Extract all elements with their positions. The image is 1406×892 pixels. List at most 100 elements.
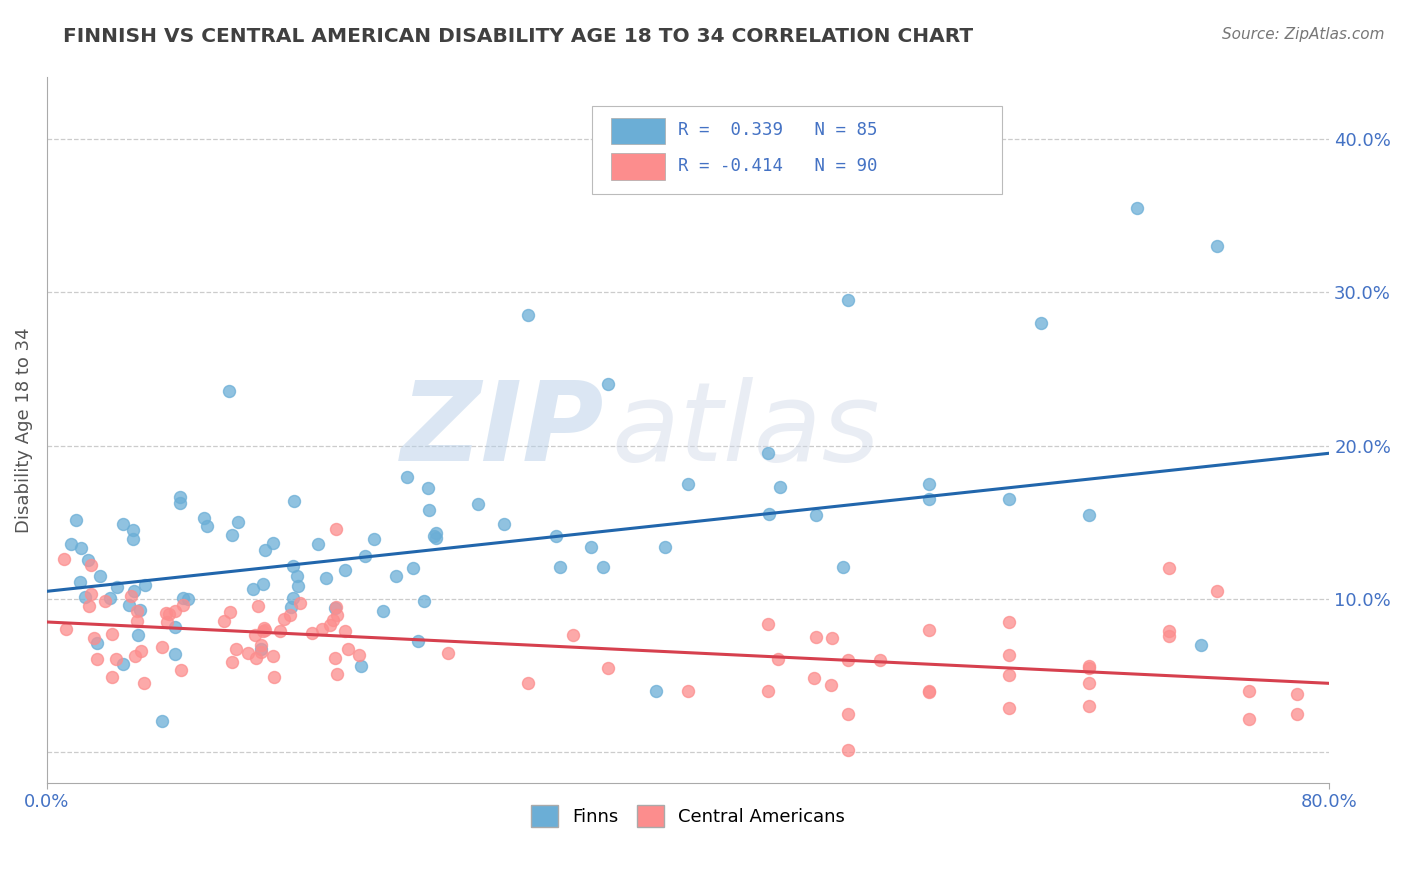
Point: [263, 670, 285, 684]
Point: [117, 599, 139, 613]
Point: [89, 569, 111, 583]
Point: [516, 676, 538, 690]
Point: [350, 659, 373, 673]
Point: [756, 446, 779, 460]
Point: [245, 651, 267, 665]
Point: [1077, 661, 1099, 675]
Point: [269, 624, 291, 639]
Point: [247, 599, 270, 613]
Point: [766, 651, 789, 665]
Point: [122, 533, 145, 547]
Point: [769, 480, 792, 494]
Point: [94, 594, 117, 608]
Point: [195, 519, 218, 533]
Point: [127, 614, 149, 628]
Point: [516, 308, 538, 322]
Point: [837, 293, 859, 307]
Point: [676, 684, 699, 698]
Point: [406, 634, 429, 648]
Point: [837, 653, 859, 667]
Text: R = -0.414   N = 90: R = -0.414 N = 90: [678, 157, 877, 175]
Point: [273, 612, 295, 626]
Point: [354, 549, 377, 563]
Point: [169, 490, 191, 504]
Point: [917, 623, 939, 637]
Point: [228, 515, 250, 529]
Point: [165, 647, 187, 661]
Point: [315, 571, 337, 585]
Point: [323, 601, 346, 615]
Point: [363, 532, 385, 546]
Point: [349, 648, 371, 663]
Point: [122, 583, 145, 598]
Point: [111, 657, 134, 671]
Point: [869, 653, 891, 667]
Point: [326, 667, 349, 681]
Point: [319, 618, 342, 632]
Point: [837, 706, 859, 721]
Point: [55, 623, 77, 637]
Point: [1237, 712, 1260, 726]
Point: [337, 641, 360, 656]
Point: [1189, 638, 1212, 652]
Point: [1077, 508, 1099, 522]
Point: [837, 743, 859, 757]
Point: [756, 684, 779, 698]
Point: [592, 559, 614, 574]
Point: [997, 668, 1019, 682]
Point: [820, 678, 842, 692]
Point: [225, 642, 247, 657]
Text: atlas: atlas: [612, 376, 880, 483]
Point: [333, 563, 356, 577]
Point: [333, 624, 356, 639]
Point: [425, 526, 447, 541]
Point: [212, 614, 235, 628]
Point: [676, 477, 699, 491]
Point: [917, 684, 939, 698]
Point: [69, 541, 91, 555]
Point: [155, 607, 177, 621]
Text: ZIP: ZIP: [401, 376, 605, 483]
Point: [418, 502, 440, 516]
Point: [86, 652, 108, 666]
Point: [250, 638, 273, 652]
Point: [803, 671, 825, 685]
Point: [253, 623, 276, 637]
Point: [69, 575, 91, 590]
Point: [322, 613, 344, 627]
Point: [1206, 584, 1229, 599]
Point: [373, 604, 395, 618]
Point: [1237, 684, 1260, 698]
Point: [59, 537, 82, 551]
Point: [262, 535, 284, 549]
Point: [252, 624, 274, 638]
Point: [122, 523, 145, 537]
Point: [236, 646, 259, 660]
Point: [548, 560, 571, 574]
Point: [1029, 316, 1052, 330]
Point: [280, 600, 302, 615]
Point: [283, 591, 305, 606]
Text: Source: ZipAtlas.com: Source: ZipAtlas.com: [1222, 27, 1385, 42]
Point: [1077, 659, 1099, 673]
Legend: Finns, Central Americans: Finns, Central Americans: [524, 797, 852, 834]
Point: [111, 517, 134, 532]
Point: [287, 579, 309, 593]
Text: FINNISH VS CENTRAL AMERICAN DISABILITY AGE 18 TO 34 CORRELATION CHART: FINNISH VS CENTRAL AMERICAN DISABILITY A…: [63, 27, 973, 45]
Point: [1077, 676, 1099, 690]
Point: [221, 656, 243, 670]
Point: [120, 589, 142, 603]
Point: [125, 604, 148, 618]
Point: [152, 714, 174, 729]
Point: [423, 529, 446, 543]
Point: [253, 542, 276, 557]
Point: [402, 560, 425, 574]
Point: [281, 558, 304, 573]
Point: [596, 377, 619, 392]
Point: [917, 492, 939, 507]
Point: [131, 644, 153, 658]
Point: [249, 645, 271, 659]
Point: [997, 492, 1019, 507]
Point: [285, 569, 308, 583]
Point: [1286, 706, 1309, 721]
